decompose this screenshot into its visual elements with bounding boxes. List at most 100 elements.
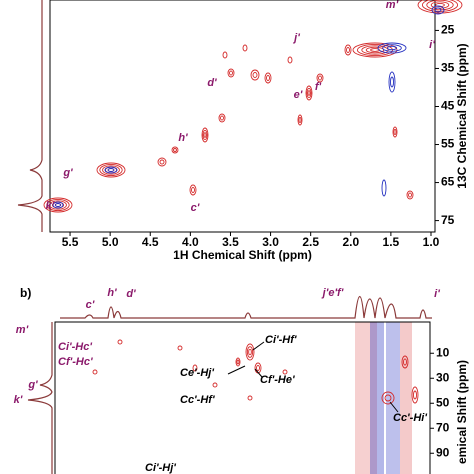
contour [55, 203, 61, 207]
contour [191, 187, 195, 193]
contour [235, 357, 241, 367]
arrow [389, 401, 399, 413]
x-tick-label: 5.5 [62, 235, 79, 249]
annotation: h' [178, 132, 188, 144]
annotation: Ci'-Hf' [265, 334, 297, 346]
contour [203, 132, 207, 138]
contour [99, 163, 123, 177]
panel-label: b) [20, 286, 31, 300]
contour [266, 75, 270, 81]
contour [352, 42, 398, 58]
contour [431, 5, 445, 15]
annotation: Cc'-Hf' [180, 394, 215, 406]
y-tick-label: 35 [441, 61, 455, 75]
annotation: e' [294, 89, 303, 101]
contour [202, 129, 208, 141]
y-axis-label: 13C Chemical Shift (ppm) [455, 43, 469, 188]
contour [46, 198, 70, 212]
annotation: f' [315, 81, 322, 93]
contour [282, 369, 288, 375]
contour [381, 391, 395, 405]
contour-band [400, 322, 412, 474]
contour [344, 44, 352, 56]
contour [236, 359, 240, 365]
contour [297, 114, 303, 126]
contour [222, 51, 228, 59]
contour [388, 71, 396, 93]
contour [426, 0, 454, 11]
contour [43, 197, 73, 213]
contour [406, 190, 414, 200]
contour [413, 390, 417, 400]
annotation: k' [14, 394, 23, 406]
annotation: g' [62, 167, 73, 179]
contour [104, 166, 118, 174]
contour [264, 72, 272, 84]
arrow [252, 341, 265, 351]
contour-band [386, 322, 400, 474]
y-tick-label: 45 [441, 99, 455, 113]
contour [393, 129, 397, 135]
x-tick-label: 3.0 [262, 235, 279, 249]
contour [346, 47, 350, 53]
annotation: m' [386, 0, 399, 11]
contour [316, 73, 324, 83]
contour [252, 72, 258, 78]
y-tick-label: 70 [436, 420, 450, 434]
contour [381, 179, 387, 197]
y-axis-label: emical Shift (ppm) [455, 360, 469, 464]
x-tick-label: 4.5 [142, 235, 159, 249]
contour [177, 345, 183, 351]
contour [318, 75, 322, 81]
annotation: d' [207, 77, 217, 89]
contour [386, 45, 398, 51]
contour-band [370, 322, 384, 474]
annotation: Cf'-He' [260, 374, 295, 386]
y-tick-label: 65 [441, 175, 455, 189]
x-tick-label: 5.0 [102, 235, 119, 249]
contour [401, 355, 409, 369]
contour [248, 348, 252, 356]
contour [220, 115, 224, 121]
contour [411, 386, 419, 404]
annotation: j' [292, 32, 300, 44]
contour [392, 126, 398, 138]
trace-label: d' [126, 288, 136, 300]
annotation: g' [27, 379, 38, 391]
x-tick-label: 1.0 [423, 235, 440, 249]
y-tick-label: 75 [441, 213, 455, 227]
plot-frame [54, 321, 431, 474]
annotation: k' [46, 200, 55, 212]
annotation: Cc'-Hi' [393, 412, 427, 424]
contour [173, 148, 177, 152]
contour [227, 68, 235, 78]
annotation: c' [191, 202, 200, 214]
y-tick-label: 55 [441, 137, 455, 151]
contour [408, 192, 412, 198]
annotation: Ce'-Hj' [180, 367, 214, 379]
contour [52, 201, 64, 209]
x-tick-label: 2.0 [342, 235, 359, 249]
contour-band [355, 322, 377, 474]
annotation: Ci'-Hc' [58, 341, 92, 353]
annotation: m' [16, 324, 29, 336]
annotation: Cf'-Hc' [58, 356, 93, 368]
trace-label: c' [86, 299, 95, 311]
contour [307, 90, 311, 96]
contour [189, 184, 197, 196]
x-tick-label: 3.5 [222, 235, 239, 249]
contour [305, 85, 313, 101]
y-tick-label: 90 [436, 445, 450, 459]
trace-label: h' [107, 287, 117, 299]
contour [361, 45, 389, 55]
trace-label: i' [434, 288, 440, 300]
contour [246, 346, 254, 358]
x-axis-label: 1H Chemical Shift (ppm) [173, 248, 312, 262]
contour [384, 394, 392, 402]
projection-13c-left [27, 322, 53, 474]
y-tick-label: 50 [436, 395, 450, 409]
contour [201, 127, 209, 143]
contour [382, 44, 402, 52]
annotation: i' [429, 39, 435, 51]
